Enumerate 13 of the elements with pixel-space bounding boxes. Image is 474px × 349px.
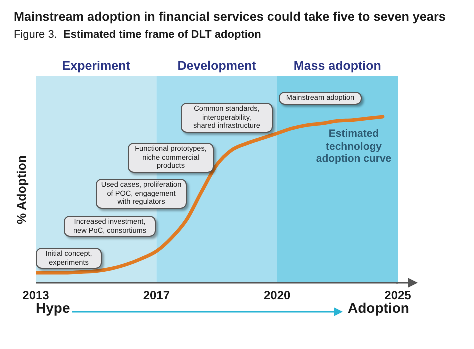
series-label: Estimated technology adoption curve xyxy=(315,128,393,166)
x-tick-label: 2020 xyxy=(264,288,292,303)
text: Adoption xyxy=(348,300,410,316)
x-tick-label: 2013 xyxy=(22,288,50,303)
band-label: Development xyxy=(178,59,258,73)
chart-title: Mainstream adoption in financial services could take five to seven years xyxy=(14,10,446,24)
x-tick-label: 2025 xyxy=(384,288,412,303)
band-label: Experiment xyxy=(62,59,132,73)
x-tick-label: 2017 xyxy=(143,288,170,303)
text: Hype xyxy=(36,300,70,316)
chart-subtitle: Figure 3. Estimated time frame of DLT adoption xyxy=(14,29,262,41)
y-axis-title: % Adoption xyxy=(15,156,29,224)
band-label: Mass adoption xyxy=(294,59,382,73)
